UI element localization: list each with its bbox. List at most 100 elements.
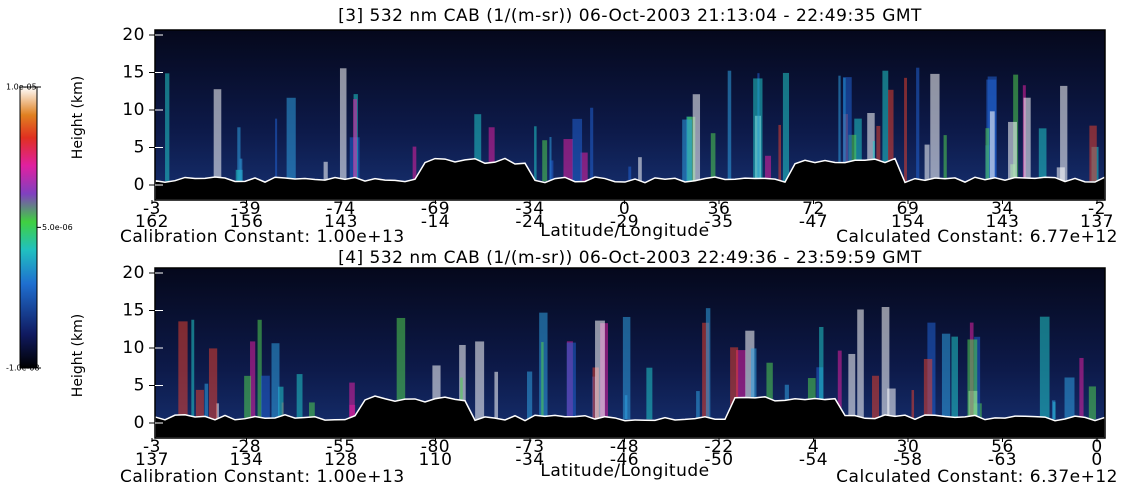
x-tick-lon: 110 <box>419 450 453 470</box>
cloud-streak <box>260 375 270 420</box>
x-tick-lat: 0 <box>619 199 630 219</box>
x-tick-lon: -46 <box>610 450 639 470</box>
cloud-streak <box>848 134 857 182</box>
x-tick-lon: 137 <box>1080 212 1114 232</box>
y-tick-label: 10 <box>122 100 145 120</box>
cloud-streak <box>985 128 990 182</box>
cloud-streak <box>753 78 763 182</box>
cloud-streak <box>1089 125 1097 182</box>
cloud-streak <box>838 75 841 182</box>
cloud-streak <box>745 330 755 420</box>
cloud-streak <box>1088 386 1096 420</box>
x-tick-lon: -54 <box>799 450 828 470</box>
cloud-streak <box>396 317 406 420</box>
cloud-streak <box>204 383 209 420</box>
cloud-streak <box>924 144 930 182</box>
cloud-streak <box>460 377 463 420</box>
cloud-streak <box>736 350 746 420</box>
cloud-streak <box>474 114 482 182</box>
cloud-streak <box>165 73 170 182</box>
x-tick-lon: 154 <box>891 212 925 232</box>
calibration-constant: Calibration Constant: 1.00e+13 <box>120 467 405 485</box>
cloud-streak <box>237 127 241 182</box>
cloud-streak <box>432 365 441 420</box>
colorbar <box>19 86 38 369</box>
x-tick-lon: -63 <box>988 450 1017 470</box>
x-tick-lon: -47 <box>799 212 828 232</box>
cloud-streak <box>887 388 896 420</box>
cloud-streak <box>566 342 576 420</box>
cloud-streak <box>595 320 605 420</box>
cloud-streak <box>563 139 573 182</box>
cloud-streak <box>782 72 790 182</box>
cloud-streak <box>696 391 700 420</box>
cloud-streak <box>848 353 856 420</box>
cloud-streak <box>1008 121 1017 182</box>
cloud-streak <box>888 89 894 182</box>
cloud-streak <box>494 371 499 420</box>
x-tick-lon: 0 <box>1091 450 1102 470</box>
y-tick-label: 0 <box>134 175 145 195</box>
cloud-streak <box>213 89 222 182</box>
x-tick-lat: -22 <box>704 437 733 457</box>
x-tick-lon: 143 <box>986 212 1020 232</box>
cloud-streak <box>842 77 852 182</box>
cloud-streak <box>353 99 358 182</box>
x-tick-lat: -2 <box>1088 199 1106 219</box>
cloud-streak <box>941 333 951 420</box>
x-axis-label: Latitude/Longitude <box>540 221 709 241</box>
x-tick-lat: -73 <box>515 437 544 457</box>
x-tick-lat: 72 <box>802 199 825 219</box>
cloud-streak <box>216 403 219 420</box>
cloud-streak <box>1038 128 1047 182</box>
x-tick-lat: -80 <box>421 437 450 457</box>
cloud-streak <box>250 341 256 420</box>
x-tick-lat: 69 <box>897 199 920 219</box>
cloud-streak <box>705 308 711 420</box>
cloud-streak <box>541 342 544 420</box>
cloud-streak <box>930 73 940 182</box>
cloud-streak <box>872 375 880 420</box>
cloud-streak <box>911 390 915 420</box>
x-tick-lat: 56 <box>991 437 1014 457</box>
y-tick-label: 5 <box>134 138 145 158</box>
cloud-streak <box>542 140 548 182</box>
x-axis-label: Latitude/Longitude <box>540 461 709 481</box>
x-tick-lon: 162 <box>135 212 169 232</box>
y-tick-label: 0 <box>134 413 145 433</box>
y-tick-label: 15 <box>122 301 145 321</box>
x-tick-lat: -28 <box>232 437 261 457</box>
cloud-streak <box>195 389 204 420</box>
cloud-streak <box>876 125 881 182</box>
cloud-streak <box>1064 377 1075 420</box>
cloud-streak <box>1023 97 1031 182</box>
y-tick-label: 15 <box>122 63 145 83</box>
x-tick-lat: 30 <box>897 437 920 457</box>
cloud-streak <box>286 97 296 182</box>
x-tick-lon: -34 <box>515 450 544 470</box>
cloud-streak <box>1039 316 1050 420</box>
cloud-streak <box>854 118 862 182</box>
cloud-streak <box>702 322 710 420</box>
x-tick-lat: 0 <box>1091 437 1102 457</box>
y-axis-label: Height (km) <box>70 314 86 397</box>
cloud-streak <box>549 160 554 182</box>
cloud-streak <box>727 70 732 182</box>
cloud-streak <box>904 77 907 182</box>
y-tick-label: 5 <box>134 376 145 396</box>
cloud-streak <box>308 402 315 420</box>
cloud-streak <box>488 127 495 182</box>
cloud-streak <box>692 94 701 182</box>
cloud-streak <box>646 367 653 420</box>
cloud-streak <box>923 358 933 420</box>
y-tick-label: 20 <box>122 263 145 283</box>
panel-title: [4] 532 nm CAB (1/(m-sr)) 06-Oct-2003 22… <box>338 248 922 268</box>
cloud-streak <box>837 350 842 420</box>
cloud-streak <box>710 133 716 182</box>
cloud-streak <box>857 309 864 420</box>
cloud-streak <box>534 126 537 182</box>
cloud-streak <box>549 136 552 182</box>
cloud-streak <box>989 111 995 182</box>
cloud-streak <box>1060 85 1068 182</box>
